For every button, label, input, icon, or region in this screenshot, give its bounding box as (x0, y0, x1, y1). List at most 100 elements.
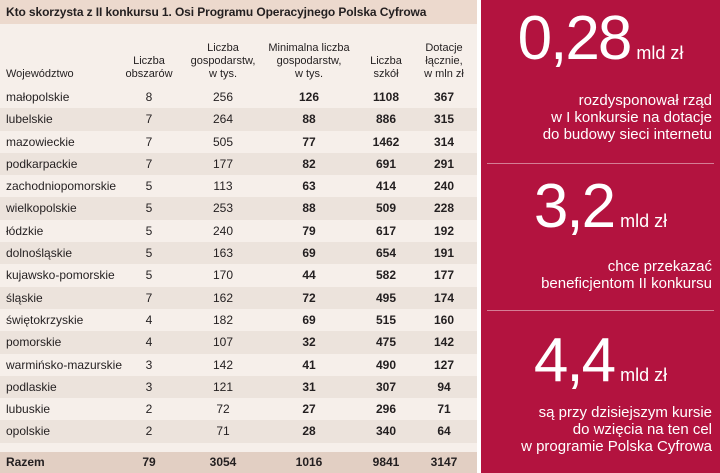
row-min-gospodarstw: 32 (302, 335, 316, 350)
row-obszarow: 7 (145, 290, 153, 305)
row-dotacje: 315 (433, 112, 455, 127)
row-wojewodztwo: warmińsko-mazurskie (6, 357, 123, 372)
row-min-gospodarstw: 27 (302, 402, 316, 417)
row-gospodarstw: 113 (213, 179, 233, 194)
row-min-gospodarstw: 82 (302, 156, 316, 171)
table-row: łódzkie 5 240 79 617 192 (0, 220, 477, 242)
row-szkol: 617 (375, 223, 397, 238)
fact-description-3: są przy dzisiejszym kursie do wzięcia na… (521, 404, 712, 455)
row-szkol: 490 (375, 357, 397, 372)
row-dotacje: 174 (433, 290, 455, 305)
row-dotacje: 94 (437, 379, 451, 394)
fact-block-1: 0,28 mld zł (481, 8, 720, 84)
total-min-gospodarstw: 1016 (295, 455, 323, 469)
row-min-gospodarstw: 79 (302, 223, 316, 238)
table-row: pomorskie 4 107 32 475 142 (0, 331, 477, 354)
row-obszarow: 7 (145, 112, 153, 127)
row-gospodarstw: 177 (212, 156, 234, 171)
row-szkol: 886 (375, 112, 397, 127)
table-title: Kto skorzysta z II konkursu 1. Osi Progr… (0, 0, 477, 24)
row-min-gospodarstw: 88 (302, 112, 316, 127)
row-gospodarstw: 182 (212, 312, 234, 327)
row-min-gospodarstw: 77 (302, 134, 316, 149)
row-wojewodztwo: zachodniopomorskie (6, 179, 117, 194)
row-min-gospodarstw: 69 (302, 246, 316, 261)
table-row: śląskie 7 162 72 495 174 (0, 286, 477, 309)
facts-sidebar: 0,28 mld zł rozdysponował rząd w I konkur… (477, 0, 720, 473)
header-obszarow: Liczba obszarów (125, 55, 173, 80)
row-szkol: 414 (375, 179, 397, 194)
row-szkol: 509 (375, 201, 397, 216)
row-wojewodztwo: dolnośląskie (6, 246, 73, 261)
table-row: kujawsko-pomorskie 5 170 44 582 177 (0, 264, 477, 286)
row-dotacje: 71 (437, 402, 451, 417)
table-row: mazowieckie 7 505 77 1462 314 (0, 131, 477, 153)
row-dotacje: 177 (433, 268, 455, 283)
row-min-gospodarstw: 44 (302, 268, 316, 283)
fact-value: 0,28 mld zł (517, 4, 684, 73)
row-wojewodztwo: wielkopolskie (6, 201, 77, 216)
table-row: podkarpackie 7 177 82 691 291 (0, 152, 477, 176)
fact-value: 3,2 mld zł (533, 172, 668, 241)
table-row: małopolskie 8 256 126 1108 367 (0, 86, 477, 108)
row-wojewodztwo: podkarpackie (6, 156, 78, 171)
table-row: podlaskie 3 121 31 307 94 (0, 375, 477, 399)
row-dotacje: 64 (437, 424, 451, 439)
row-gospodarstw: 253 (212, 201, 234, 216)
row-gospodarstw: 170 (212, 268, 234, 283)
row-wojewodztwo: pomorskie (6, 335, 62, 350)
row-dotacje: 291 (433, 156, 455, 171)
row-gospodarstw: 71 (216, 424, 230, 439)
row-gospodarstw: 142 (212, 357, 234, 372)
row-min-gospodarstw: 126 (298, 90, 320, 104)
header-wojewodztwo: Województwo (6, 68, 74, 80)
row-wojewodztwo: lubuskie (6, 402, 51, 417)
row-obszarow: 5 (145, 268, 153, 283)
row-obszarow: 5 (145, 223, 153, 238)
row-szkol: 691 (375, 156, 397, 171)
total-szkol: 9841 (372, 455, 400, 469)
row-szkol: 296 (375, 402, 397, 417)
header-gospodarstw: Liczba gospodarstw, w tys. (190, 42, 256, 80)
row-wojewodztwo: lubelskie (6, 112, 53, 127)
row-wojewodztwo: świętokrzyskie (6, 312, 84, 327)
row-szkol: 475 (375, 335, 397, 350)
total-label: Razem (6, 455, 45, 469)
row-wojewodztwo: podlaskie (6, 379, 57, 394)
row-obszarow: 3 (145, 379, 153, 394)
row-wojewodztwo: opolskie (6, 424, 51, 439)
total-dotacje: 3147 (430, 455, 458, 469)
row-gospodarstw: 264 (212, 112, 234, 127)
row-gospodarstw: 163 (212, 246, 234, 261)
header-szkol: Liczba szkół (370, 55, 402, 80)
row-dotacje: 228 (433, 201, 455, 216)
table-body: małopolskie 8 256 126 1108 367 lubelskie 7 264 88… (0, 86, 477, 443)
table-row: lubuskie 2 72 27 296 71 (0, 398, 477, 420)
row-gospodarstw: 505 (212, 134, 234, 149)
row-min-gospodarstw: 31 (302, 379, 316, 394)
header-min-gospodarstw: Minimalna liczba gospodarstw, w tys. (268, 42, 350, 80)
fact-description-1: rozdysponował rząd w I konkursie na dota… (542, 92, 712, 143)
fact-value: 4,4 mld zł (533, 326, 668, 395)
row-szkol: 495 (375, 290, 397, 305)
row-obszarow: 4 (145, 312, 153, 327)
row-obszarow: 5 (145, 201, 153, 216)
fact-block-2: 3,2 mld zł (481, 176, 720, 252)
row-obszarow: 2 (145, 402, 153, 417)
row-dotacje: 314 (433, 134, 455, 149)
table-row: opolskie 2 71 28 340 64 (0, 420, 477, 443)
fact-description-2: chce przekazać beneficjentom II konkursu (541, 258, 712, 292)
total-obszarow: 79 (142, 455, 156, 469)
table-total-row: Razem 79 3054 1016 9841 3147 (0, 452, 477, 473)
row-dotacje: 367 (433, 90, 455, 104)
row-dotacje: 192 (433, 223, 455, 238)
header-dotacje: Dotacje łącznie, w mln zł (424, 42, 464, 80)
row-szkol: 307 (375, 379, 397, 394)
table-header: Województwo Liczba obszarów Liczba gospo… (0, 24, 477, 86)
table-row: świętokrzyskie 4 182 69 515 160 (0, 309, 477, 331)
row-gospodarstw: 162 (212, 290, 234, 305)
row-min-gospodarstw: 28 (302, 424, 316, 439)
row-wojewodztwo: śląskie (6, 290, 43, 305)
row-dotacje: 191 (433, 246, 455, 261)
row-wojewodztwo: małopolskie (6, 90, 70, 104)
